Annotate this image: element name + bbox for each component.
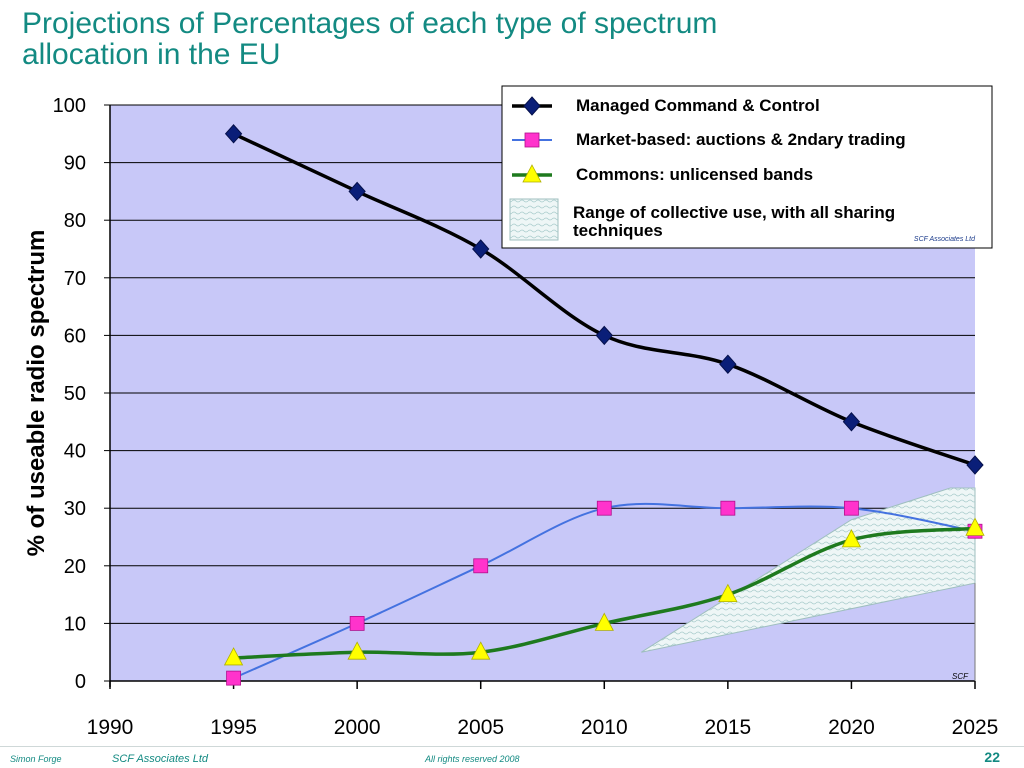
legend-label: Managed Command & Control	[576, 96, 820, 115]
data-point-diamond	[966, 455, 984, 475]
y-tick-label: 10	[64, 613, 86, 635]
legend-credit: SCF Associates Ltd	[914, 236, 976, 243]
y-tick-label: 80	[64, 210, 86, 232]
data-point-triangle	[965, 517, 985, 536]
data-point-triangle	[522, 164, 542, 183]
data-point-diamond	[719, 354, 737, 374]
data-point-triangle	[841, 529, 862, 548]
y-tick-label: 50	[64, 383, 86, 405]
data-point-square	[844, 500, 859, 516]
legend-box	[501, 85, 993, 249]
footer-author: Simon Forge	[10, 754, 62, 764]
data-point-diamond	[842, 412, 861, 432]
data-point-diamond	[348, 181, 366, 202]
collective-use-range	[641, 487, 976, 653]
x-tick-label: 1990	[87, 716, 134, 739]
x-tick-label: 2020	[828, 716, 875, 739]
y-tick-label: 40	[64, 441, 86, 463]
y-tick-label: 70	[64, 268, 86, 290]
y-tick-label: 30	[64, 498, 86, 520]
legend-label-range-line2: techniques	[573, 221, 663, 240]
slide-title-line-2: allocation in the EU	[22, 38, 281, 71]
x-tick-label: 2015	[704, 716, 751, 739]
y-axis-title: % of useable radio spectrum	[23, 230, 50, 557]
x-tick-label: 2010	[581, 716, 628, 739]
data-point-square	[473, 558, 489, 574]
y-tick-label: 20	[64, 556, 86, 578]
data-point-square	[596, 500, 612, 516]
data-point-triangle	[594, 612, 614, 631]
legend-label: Commons: unlicensed bands	[576, 165, 813, 184]
data-point-square	[226, 670, 241, 686]
data-point-square	[349, 616, 365, 631]
x-tick-label: 2005	[457, 716, 504, 739]
slide-title-line-1: Projections of Percentages of each type …	[22, 7, 718, 40]
data-point-diamond	[224, 124, 243, 144]
y-tick-label: 100	[53, 95, 86, 117]
data-point-square	[524, 132, 540, 148]
x-tick-label: 2025	[952, 716, 999, 739]
scf-mark: SCF	[952, 672, 969, 681]
data-point-diamond	[472, 239, 490, 259]
footer-divider	[0, 746, 1024, 747]
footer-rights: All rights reserved 2008	[425, 754, 520, 764]
page-number: 22	[984, 749, 1000, 765]
data-point-square	[720, 500, 736, 516]
data-point-triangle	[347, 641, 367, 660]
y-tick-label: 60	[64, 325, 86, 347]
data-point-diamond	[595, 325, 613, 346]
legend-swatch-range	[509, 198, 559, 241]
footer-company: SCF Associates Ltd	[112, 753, 208, 765]
legend-label: Market-based: auctions & 2ndary trading	[576, 130, 906, 149]
data-point-triangle	[718, 583, 738, 602]
data-point-diamond	[523, 96, 541, 116]
data-point-triangle	[223, 647, 244, 666]
x-tick-label: 1995	[210, 716, 257, 739]
y-tick-label: 0	[75, 671, 86, 693]
y-tick-label: 90	[64, 153, 86, 175]
data-point-triangle	[471, 641, 491, 660]
legend-label-range-line1: Range of collective use, with all sharin…	[573, 203, 895, 222]
x-tick-label: 2000	[334, 716, 381, 739]
slide-title: Projections of Percentages of each type …	[22, 8, 922, 70]
